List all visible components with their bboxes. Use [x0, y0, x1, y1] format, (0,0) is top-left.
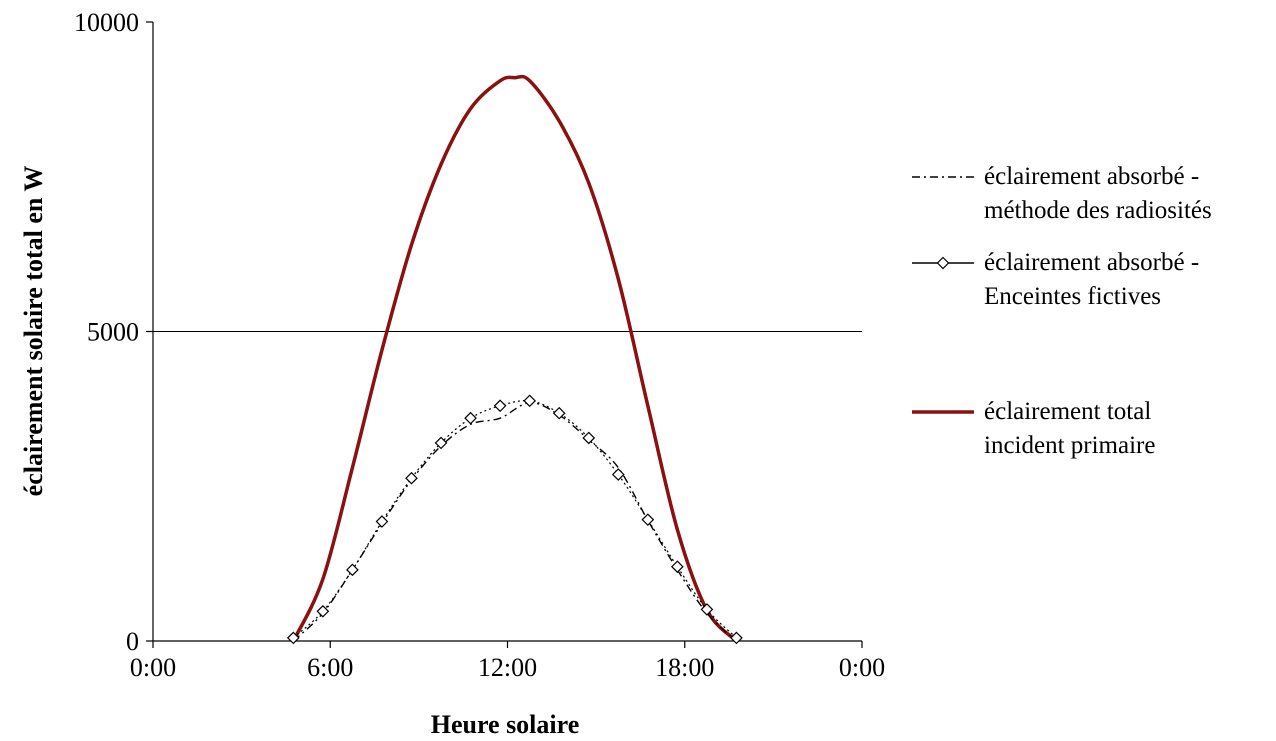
data-point-enceintes: [611, 468, 625, 481]
x-axis-title: Heure solaire: [431, 710, 580, 739]
y-tick-label: 5000: [87, 318, 139, 347]
legend-label: incident primaire: [984, 432, 1155, 459]
legend-label: éclairement absorbé -: [984, 249, 1199, 276]
data-point-enceintes: [552, 406, 566, 420]
x-tick-label: 0:00: [130, 653, 176, 682]
data-point-enceintes: [286, 631, 300, 645]
data-point-enceintes: [405, 471, 418, 485]
x-tick-label: 18:00: [655, 653, 714, 682]
data-point-enceintes: [700, 603, 714, 616]
legend-marker-enceintes: [936, 256, 950, 270]
x-tick-label: 0:00: [839, 653, 885, 682]
data-point-enceintes: [434, 436, 448, 450]
legend: éclairement absorbé - méthode des radiosi…: [912, 163, 1212, 459]
legend-label: éclairement total: [984, 398, 1151, 425]
data-point-enceintes: [523, 394, 537, 408]
axes: [146, 21, 863, 648]
legend-label: éclairement absorbé -: [984, 163, 1199, 190]
tick-labels: 0 5000 10000 0:00 6:00 12:00 18:00 0:00: [74, 8, 885, 682]
series-line-total-incident: [291, 74, 738, 643]
x-tick-label: 12:00: [478, 653, 537, 682]
y-tick-label: 10000: [74, 8, 139, 37]
y-axis-title: éclairement solaire total en W: [19, 166, 48, 497]
data-point-enceintes: [493, 399, 507, 413]
data-point-enceintes: [641, 513, 655, 527]
y-tick-label: 0: [126, 627, 139, 656]
data-point-enceintes: [671, 560, 684, 574]
data-point-enceintes: [316, 604, 330, 618]
series-line-enceintes: [292, 399, 737, 639]
data-point-enceintes: [375, 515, 389, 528]
legend-label: méthode des radiosités: [984, 197, 1212, 224]
x-tick-label: 6:00: [307, 653, 353, 682]
data-point-enceintes: [346, 563, 359, 577]
series: [286, 74, 743, 645]
legend-label: Enceintes fictives: [984, 283, 1161, 310]
data-point-enceintes: [582, 431, 596, 445]
series-line-radiosites: [292, 401, 737, 642]
data-point-enceintes: [464, 411, 477, 425]
data-point-enceintes: [730, 631, 743, 645]
